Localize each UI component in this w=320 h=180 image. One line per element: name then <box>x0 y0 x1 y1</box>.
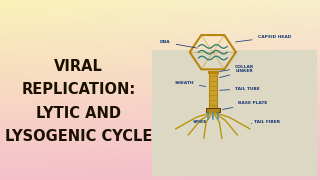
Text: TAIL TUBE: TAIL TUBE <box>220 87 260 91</box>
Bar <box>209 73 217 108</box>
Text: CAPSID HEAD: CAPSID HEAD <box>236 35 291 42</box>
Text: SPIKE: SPIKE <box>193 116 213 124</box>
Text: BASE PLATE: BASE PLATE <box>223 102 268 109</box>
Text: COLLAR: COLLAR <box>220 65 254 71</box>
Text: LYSOGENIC CYCLE: LYSOGENIC CYCLE <box>5 129 152 144</box>
Text: LINKER: LINKER <box>220 69 253 78</box>
Text: VIRAL: VIRAL <box>54 59 103 74</box>
Text: SHEATH: SHEATH <box>174 81 206 86</box>
Text: LYTIC AND: LYTIC AND <box>36 106 121 121</box>
Bar <box>152 50 317 176</box>
Text: REPLICATION:: REPLICATION: <box>21 82 136 98</box>
Text: TAIL FIBER: TAIL FIBER <box>251 120 281 124</box>
Text: DNA: DNA <box>160 40 197 48</box>
Bar <box>206 108 220 112</box>
